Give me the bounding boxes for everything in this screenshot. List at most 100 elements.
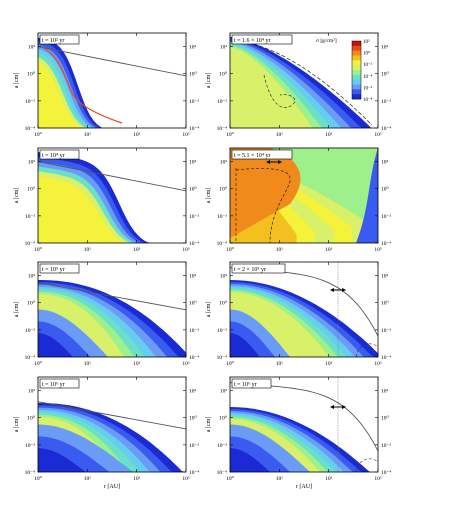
y-tick-label: 10⁻² <box>189 328 199 334</box>
y-tick-label: 10² <box>381 45 389 51</box>
contour-band <box>230 345 245 357</box>
y-axis-label: a [cm] <box>206 302 212 318</box>
x-tick-label: 10⁰ <box>34 131 43 138</box>
x-tick-label: 10² <box>325 132 333 138</box>
colorbar-segment <box>352 84 361 90</box>
y-tick-label: 10⁰ <box>381 186 390 193</box>
time-label: t = 10⁵ yr <box>42 267 65 273</box>
colorbar-segment <box>352 94 361 100</box>
y-tick-label: 10⁻² <box>25 328 35 334</box>
colorbar-segment <box>352 70 361 76</box>
y-tick-label: 10⁰ <box>27 415 36 422</box>
y-tick-label: 10² <box>381 160 389 166</box>
y-tick-label: 10⁻⁴ <box>189 126 199 132</box>
y-tick-label: 10⁰ <box>189 415 198 422</box>
x-tick-label: 10³ <box>182 476 190 482</box>
time-label-box <box>39 263 80 274</box>
x-tick-label: 10⁰ <box>226 131 235 138</box>
contour-band <box>230 460 250 472</box>
panel-plot-area <box>230 377 378 472</box>
y-tick-label: 10² <box>189 274 197 280</box>
time-label: t = 10⁴ yr <box>42 153 65 159</box>
y-tick-label: 10⁻² <box>189 443 199 449</box>
y-tick-label: 10⁰ <box>189 300 198 307</box>
y-tick-label: 10² <box>220 274 228 280</box>
panel-plot-area <box>38 148 186 243</box>
y-tick-label: 10⁻² <box>217 328 227 334</box>
x-tick-label: 10⁰ <box>226 246 235 253</box>
y-tick-label: 10⁰ <box>381 300 390 307</box>
y-tick-label: 10⁻⁴ <box>217 470 227 476</box>
x-axis-label: r [AU] <box>296 484 312 490</box>
y-tick-label: 10² <box>189 45 197 51</box>
colorbar-segment <box>352 79 361 85</box>
contour-band <box>38 176 186 243</box>
x-tick-label: 10¹ <box>84 361 92 367</box>
time-label-box <box>231 34 293 45</box>
y-tick-label: 10⁻² <box>25 99 35 105</box>
y-axis-label: a [cm] <box>206 417 212 433</box>
y-tick-label: 10⁰ <box>189 71 198 78</box>
y-tick-label: 10² <box>28 274 36 280</box>
x-tick-label: 10⁰ <box>34 360 43 367</box>
y-tick-label: 10⁻² <box>381 99 391 105</box>
time-label: t = 10² yr <box>42 38 64 44</box>
y-tick-label: 10⁰ <box>219 186 228 193</box>
x-tick-label: 10¹ <box>84 247 92 253</box>
arrow-head <box>342 288 346 292</box>
arrow-head <box>330 405 334 409</box>
y-tick-label: 10⁻⁴ <box>381 126 391 132</box>
y-tick-label: 10⁻⁴ <box>25 126 35 132</box>
time-label-box <box>39 34 80 45</box>
x-tick-label: 10⁰ <box>226 475 235 482</box>
x-tick-label: 10¹ <box>276 247 284 253</box>
time-label: t = 2 × 10⁵ yr <box>234 267 266 273</box>
y-tick-label: 10⁻² <box>189 99 199 105</box>
fragmentation-limit-line <box>38 46 186 77</box>
x-tick-label: 10³ <box>374 132 382 138</box>
y-tick-label: 10⁻² <box>381 443 391 449</box>
time-label: t = 10⁶ yr <box>234 382 257 388</box>
dashed-boundary <box>263 74 296 108</box>
time-label: t = 1.6 × 10⁴ yr <box>234 38 271 44</box>
time-label-box <box>231 149 293 160</box>
y-tick-label: 10⁻⁴ <box>217 355 227 361</box>
colorbar-segment <box>352 41 361 47</box>
y-tick-label: 10⁻⁴ <box>381 470 391 476</box>
colorbar-segment <box>352 60 361 66</box>
dashed-boundary <box>235 168 291 243</box>
y-tick-label: 10⁻⁴ <box>25 355 35 361</box>
fragmentation-limit-line <box>38 161 186 192</box>
colorbar-segment <box>352 50 361 56</box>
y-tick-label: 10⁻² <box>217 443 227 449</box>
x-tick-label: 10³ <box>374 361 382 367</box>
y-tick-label: 10² <box>28 389 36 395</box>
y-tick-label: 10⁰ <box>219 71 228 78</box>
colorbar-frame <box>351 40 362 100</box>
x-tick-label: 10² <box>133 132 141 138</box>
time-label-box <box>39 378 80 389</box>
contour-band <box>38 460 62 472</box>
y-tick-label: 10⁻⁴ <box>217 126 227 132</box>
y-tick-label: 10⁻² <box>25 443 35 449</box>
y-tick-label: 10⁻⁴ <box>25 241 35 247</box>
x-tick-label: 10¹ <box>84 476 92 482</box>
colorbar-tick-label: 10⁰ <box>363 51 370 57</box>
dashed-boundary <box>355 458 378 472</box>
panel-plot-area <box>230 148 378 243</box>
y-tick-label: 10⁻² <box>25 214 35 220</box>
y-tick-label: 10⁻² <box>381 214 391 220</box>
y-axis-label: a [cm] <box>14 417 20 433</box>
colorbar-tick-label: 10⁻⁴ <box>363 74 373 80</box>
x-tick-label: 10² <box>133 476 141 482</box>
panel-frame <box>229 376 379 473</box>
arrow-head <box>278 160 282 164</box>
contour-band <box>356 148 378 243</box>
x-tick-label: 10¹ <box>84 132 92 138</box>
y-tick-label: 10⁰ <box>27 186 36 193</box>
